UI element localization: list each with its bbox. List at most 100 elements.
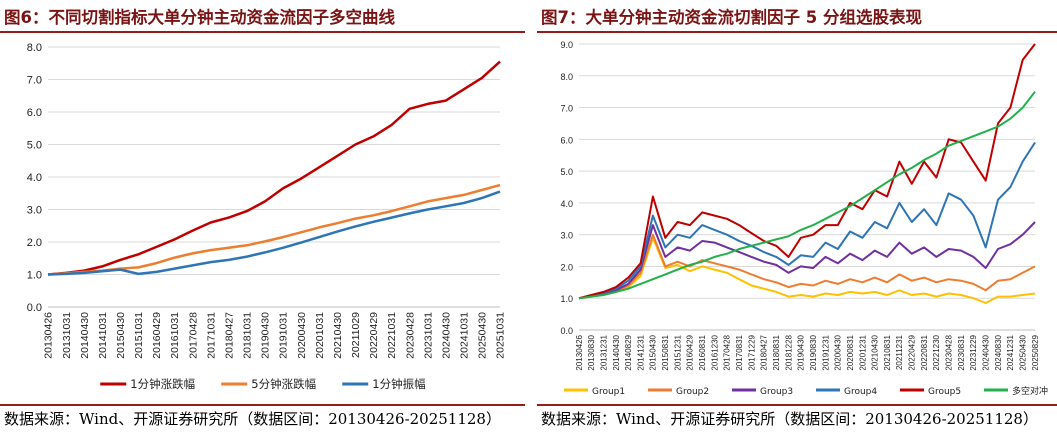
x-tick-label: 20240430 xyxy=(440,312,452,359)
x-tick-label: 20161230 xyxy=(710,334,719,370)
y-tick-label: 3.0 xyxy=(560,231,573,241)
y-tick-label: 1.0 xyxy=(560,294,573,304)
x-tick-label: 20160831 xyxy=(698,334,707,370)
legend-label-Group5: Group5 xyxy=(928,387,961,397)
x-tick-label: 20140430 xyxy=(79,312,91,359)
x-tick-label: 20220831 xyxy=(920,334,929,370)
left-source-note: 数据来源：Wind、开源证券研究所（数据区间：20130426-20251128… xyxy=(4,410,501,428)
x-tick-label: 20251031 xyxy=(495,312,507,359)
x-tick-label: 20211231 xyxy=(895,334,904,370)
y-tick-label: 6.0 xyxy=(560,135,573,145)
x-tick-label: 20230428 xyxy=(404,312,416,359)
x-tick-label: 20191031 xyxy=(278,312,290,359)
x-tick-label: 20220429 xyxy=(908,334,917,370)
x-tick-label: 20250430 xyxy=(477,312,489,359)
series-line-Group4 xyxy=(578,141,1036,300)
x-tick-label: 20231229 xyxy=(969,334,978,370)
x-tick-label: 20131031 xyxy=(61,312,73,359)
x-tick-label: 20190430 xyxy=(260,312,272,359)
x-tick-label: 20211029 xyxy=(350,312,362,358)
legend-label-5分钟涨跌幅: 5分钟涨跌幅 xyxy=(251,377,316,391)
x-tick-label: 20250829 xyxy=(1031,334,1040,370)
x-tick-label: 20171031 xyxy=(205,312,217,359)
x-tick-label: 20191231 xyxy=(821,334,830,370)
x-tick-label: 20170428 xyxy=(187,312,199,359)
x-tick-label: 20141231 xyxy=(636,334,645,370)
x-tick-label: 20200430 xyxy=(834,334,843,370)
x-tick-label: 20140829 xyxy=(624,334,633,370)
y-tick-label: 8.0 xyxy=(560,72,573,82)
left-panel: 图6：不同切割指标大单分钟主动资金流因子多空曲线 0.0 1.0 2.0 3.0 4.0… xyxy=(0,0,525,437)
x-tick-label: 20141031 xyxy=(97,312,109,359)
y-tick-label: 2.0 xyxy=(27,237,42,249)
x-tick-label: 20130426 xyxy=(43,312,55,359)
right-panel: 图7：大单分钟主动资金流切割因子 5 分组选股表现 0.0 1.0 2.0 3.0 4.… xyxy=(537,0,1057,437)
y-tick-label: 0.0 xyxy=(560,326,573,336)
x-tick-label: 20160429 xyxy=(151,312,163,359)
x-tick-label: 20190430 xyxy=(797,334,806,370)
x-tick-label: 20240430 xyxy=(982,334,991,370)
x-tick-label: 20231031 xyxy=(422,312,434,359)
x-tick-label: 20180831 xyxy=(772,334,781,370)
x-tick-label: 20201231 xyxy=(858,334,867,370)
y-tick-label: 7.0 xyxy=(27,75,42,87)
x-tick-label: 20200430 xyxy=(296,312,308,359)
y-tick-label: 8.0 xyxy=(27,42,42,54)
x-tick-label: 20171229 xyxy=(747,334,756,370)
right-title-rule xyxy=(537,31,1057,33)
x-tick-label: 20151031 xyxy=(133,312,145,359)
y-tick-label: 5.0 xyxy=(560,167,573,177)
x-tick-label: 20200831 xyxy=(846,334,855,370)
x-tick-label: 20181228 xyxy=(784,334,793,370)
series-line-1分钟涨跌幅 xyxy=(47,60,501,276)
x-tick-label: 20230428 xyxy=(945,334,954,370)
x-tick-label: 20190830 xyxy=(809,334,818,370)
x-tick-label: 20130426 xyxy=(575,334,584,370)
x-tick-label: 20221031 xyxy=(386,312,398,359)
x-tick-label: 20180427 xyxy=(223,312,235,359)
legend-label-1分钟振幅: 1分钟振幅 xyxy=(372,377,425,391)
x-tick-label: 20140430 xyxy=(612,334,621,370)
x-tick-label: 20241231 xyxy=(1006,334,1015,370)
legend-label-多空对冲: 多空对冲 xyxy=(1012,385,1048,397)
y-tick-label: 9.0 xyxy=(560,40,573,50)
x-tick-label: 20210430 xyxy=(332,312,344,359)
x-tick-label: 20221230 xyxy=(932,334,941,370)
legend-label-Group3: Group3 xyxy=(760,387,793,397)
legend-label-Group4: Group4 xyxy=(844,387,877,397)
x-tick-label: 20160429 xyxy=(686,334,695,370)
x-tick-label: 20150831 xyxy=(661,334,670,370)
x-tick-label: 20230831 xyxy=(957,334,966,370)
right-figure-title: 图7：大单分钟主动资金流切割因子 5 分组选股表现 xyxy=(541,8,922,27)
y-tick-label: 6.0 xyxy=(27,107,42,119)
x-tick-label: 20170831 xyxy=(735,334,744,370)
x-tick-label: 20241031 xyxy=(459,312,471,359)
x-tick-label: 20151231 xyxy=(673,334,682,370)
y-tick-label: 3.0 xyxy=(27,205,42,217)
series-line-多空对冲 xyxy=(578,91,1036,300)
x-tick-label: 20150430 xyxy=(649,334,658,370)
left-footer-rule xyxy=(0,404,525,406)
legend-label-1分钟涨跌幅: 1分钟涨跌幅 xyxy=(130,377,195,391)
y-tick-label: 7.0 xyxy=(560,104,573,114)
left-chart: 0.0 1.0 2.0 3.0 4.0 5.0 6.0 7.0 8.0 20130426 20131… xyxy=(27,42,507,391)
left-figure-title: 图6：不同切割指标大单分钟主动资金流因子多空曲线 xyxy=(4,8,395,27)
right-source-note: 数据来源：Wind、开源证券研究所（数据区间：20130426-20251128… xyxy=(541,410,1038,428)
x-tick-label: 20220429 xyxy=(368,312,380,359)
x-tick-label: 20130830 xyxy=(587,334,596,370)
left-title-rule xyxy=(0,31,525,33)
legend-label-Group1: Group1 xyxy=(592,387,625,397)
x-tick-label: 20210430 xyxy=(871,334,880,370)
right-footer-rule xyxy=(537,404,1057,406)
y-tick-label: 0.0 xyxy=(27,302,42,314)
x-tick-label: 20161031 xyxy=(169,312,181,359)
y-tick-label: 4.0 xyxy=(27,172,42,184)
series-line-5分钟涨跌幅 xyxy=(47,183,501,276)
x-tick-label: 20240830 xyxy=(994,334,1003,370)
x-tick-label: 20250430 xyxy=(1018,334,1027,370)
x-tick-label: 20180427 xyxy=(760,334,769,370)
series-line-Group3 xyxy=(578,221,1036,300)
y-tick-label: 4.0 xyxy=(560,199,573,209)
legend-label-Group2: Group2 xyxy=(676,387,709,397)
